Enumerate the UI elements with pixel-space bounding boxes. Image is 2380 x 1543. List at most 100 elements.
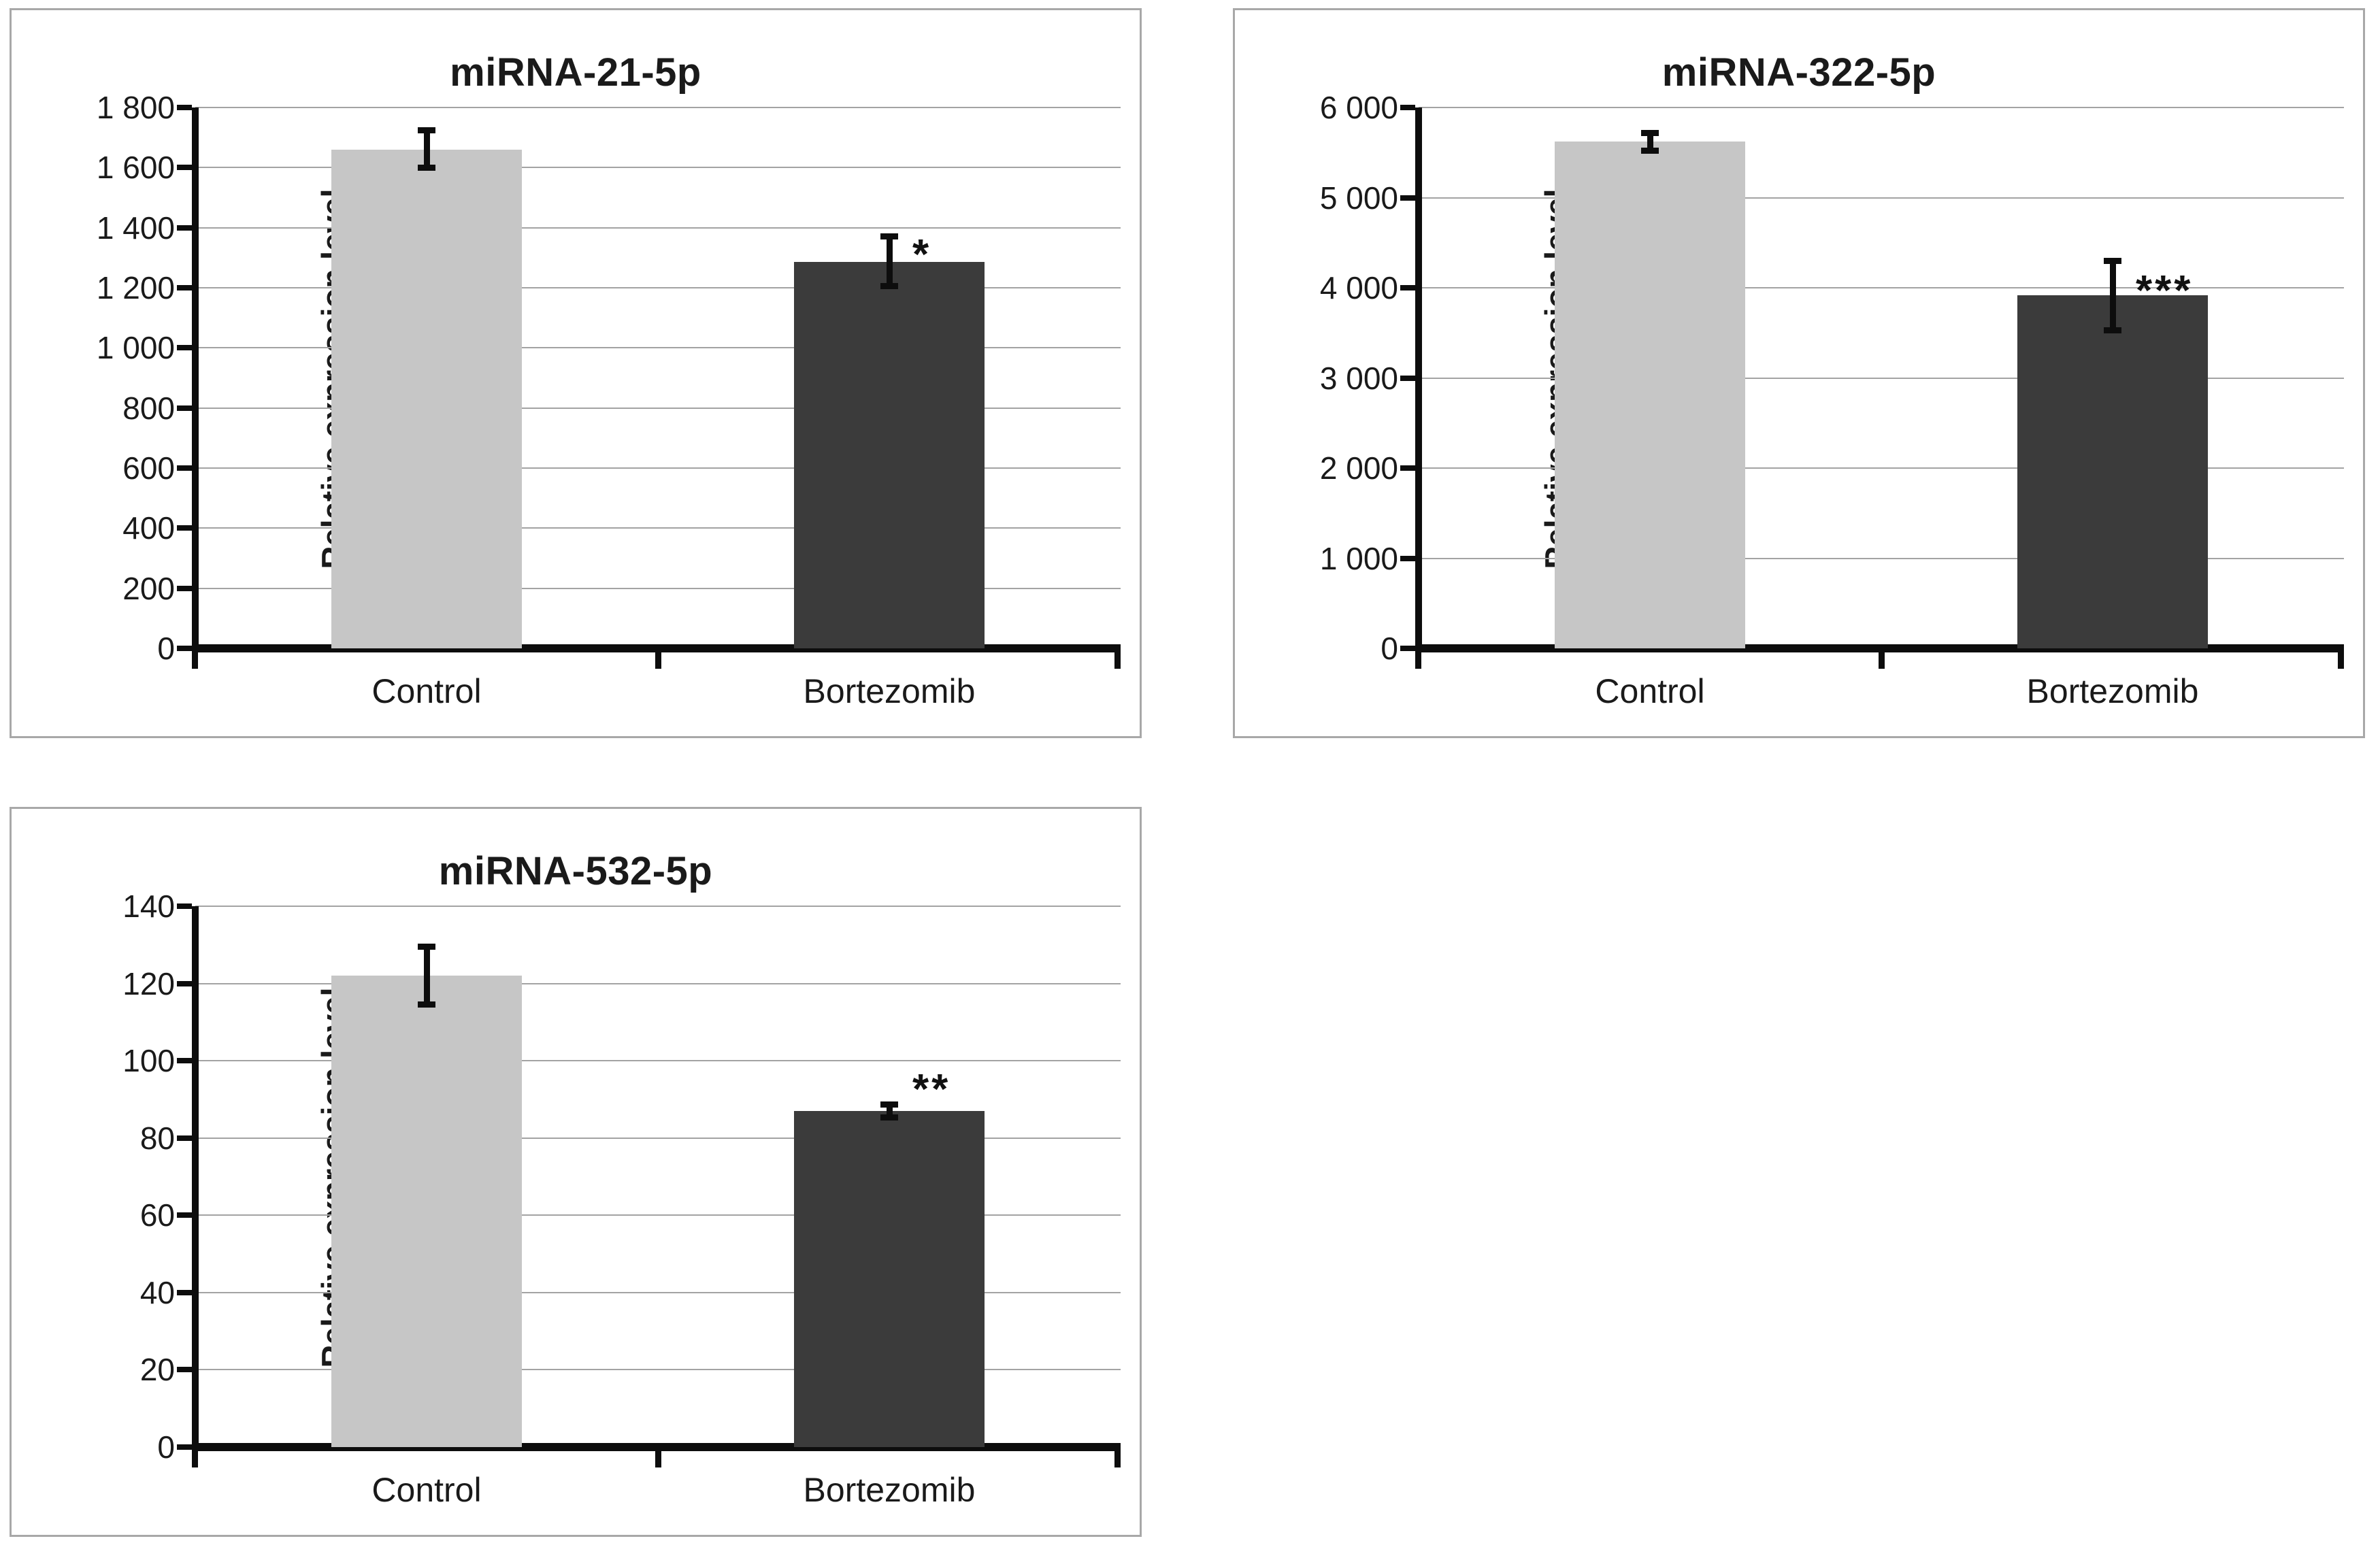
- y-tick-mark: [177, 285, 192, 291]
- y-tick-mark: [1400, 646, 1415, 651]
- error-bar-top-cap: [2104, 257, 2121, 264]
- y-tick-mark: [177, 1289, 192, 1295]
- gridline: [195, 1137, 1121, 1139]
- y-tick-label: 60: [139, 1197, 175, 1233]
- error-bar-bottom-cap: [418, 1001, 435, 1008]
- y-tick-label: 1 000: [96, 330, 175, 366]
- gridline: [195, 906, 1121, 907]
- chart-title: miRNA-322-5p: [1662, 50, 1936, 95]
- x-axis-boundary-tick: [655, 651, 661, 669]
- y-tick-label: 0: [157, 1429, 175, 1465]
- x-axis-boundary-tick: [1114, 651, 1121, 669]
- significance-asterisks: **: [912, 1066, 951, 1114]
- x-axis-boundary-tick: [2338, 651, 2344, 669]
- gridline: [195, 587, 1121, 589]
- y-tick-label: 20: [139, 1352, 175, 1388]
- error-bar: [1647, 133, 1653, 151]
- chart-title: miRNA-532-5p: [438, 849, 713, 893]
- bar-bortezomib: [794, 1110, 985, 1447]
- y-tick-label: 100: [122, 1043, 175, 1079]
- error-bar: [2109, 261, 2116, 331]
- gridline: [195, 527, 1121, 529]
- y-tick-mark: [177, 105, 192, 110]
- gridline: [1419, 557, 2344, 559]
- gridline: [195, 1291, 1121, 1293]
- y-tick-label: 140: [122, 889, 175, 924]
- y-tick-label: 40: [139, 1274, 175, 1310]
- y-tick-label: 400: [122, 510, 175, 546]
- chart-panel-mirna-21-5p: miRNA-21-5p Relative expression level 1 …: [10, 8, 1142, 738]
- y-tick-mark: [177, 405, 192, 411]
- y-tick-mark: [177, 465, 192, 471]
- error-bar-bottom-cap: [1641, 148, 1659, 154]
- chart-panel-mirna-322-5p: miRNA-322-5p Relative expression level 6…: [1233, 8, 2365, 738]
- significance-asterisks: ***: [2136, 267, 2194, 315]
- y-tick-mark: [1400, 195, 1415, 201]
- y-tick-label: 6 000: [1319, 90, 1398, 125]
- x-axis-boundary-tick: [1879, 651, 1885, 669]
- y-tick-mark: [1400, 285, 1415, 291]
- x-axis-boundary-tick: [1114, 1450, 1121, 1467]
- x-category-label: Control: [371, 1471, 482, 1509]
- y-tick-label: 1 000: [1319, 540, 1398, 576]
- gridline: [195, 107, 1121, 108]
- y-tick-mark: [177, 980, 192, 986]
- y-tick-label: 0: [157, 631, 175, 666]
- gridline: [195, 167, 1121, 169]
- y-tick-mark: [177, 165, 192, 171]
- y-tick-mark: [1400, 465, 1415, 471]
- y-tick-mark: [177, 646, 192, 651]
- y-tick-label: 1 200: [96, 270, 175, 305]
- y-tick-label: 1 800: [96, 90, 175, 125]
- y-axis-line: [192, 906, 199, 1451]
- bar-control: [331, 976, 522, 1447]
- x-category-label: Bortezomib: [803, 1471, 976, 1509]
- chart-panel-mirna-532-5p: miRNA-532-5p Relative expression level 1…: [10, 807, 1142, 1537]
- y-tick-label: 800: [122, 390, 175, 426]
- error-bar-top-cap: [880, 1101, 898, 1108]
- error-bar-bottom-cap: [880, 283, 898, 290]
- gridline: [195, 287, 1121, 288]
- y-tick-mark: [1400, 105, 1415, 110]
- y-tick-label: 4 000: [1319, 270, 1398, 305]
- gridline: [195, 1060, 1121, 1062]
- x-axis-boundary-tick: [655, 1450, 661, 1467]
- gridline: [195, 982, 1121, 984]
- y-tick-label: 1 600: [96, 150, 175, 186]
- y-axis-line: [1415, 107, 1422, 652]
- gridline: [195, 347, 1121, 349]
- y-tick-mark: [177, 585, 192, 591]
- significance-asterisks: *: [912, 231, 932, 278]
- x-category-label: Control: [371, 672, 482, 710]
- x-category-label: Control: [1595, 672, 1705, 710]
- gridline: [195, 1214, 1121, 1216]
- y-tick-label: 0: [1381, 631, 1398, 666]
- x-category-label: Bortezomib: [803, 672, 976, 710]
- bar-bortezomib: [794, 262, 985, 648]
- y-tick-label: 200: [122, 570, 175, 606]
- y-tick-mark: [1400, 375, 1415, 381]
- y-tick-label: 80: [139, 1120, 175, 1156]
- error-bar-top-cap: [418, 944, 435, 950]
- error-bar: [886, 1104, 893, 1118]
- gridline: [195, 407, 1121, 409]
- y-tick-label: 600: [122, 450, 175, 486]
- error-bar: [423, 946, 430, 1005]
- y-tick-mark: [177, 1212, 192, 1218]
- x-axis-boundary-tick: [1415, 651, 1421, 669]
- y-tick-mark: [177, 225, 192, 231]
- y-tick-mark: [177, 525, 192, 531]
- gridline: [1419, 377, 2344, 379]
- error-bar-top-cap: [418, 127, 435, 133]
- y-tick-mark: [177, 345, 192, 351]
- x-axis-boundary-tick: [192, 1450, 198, 1467]
- gridline: [1419, 287, 2344, 288]
- chart-title: miRNA-21-5p: [450, 50, 701, 95]
- gridline: [195, 467, 1121, 469]
- error-bar-bottom-cap: [2104, 327, 2121, 333]
- bar-bortezomib: [2017, 295, 2208, 648]
- error-bar-bottom-cap: [418, 164, 435, 171]
- y-tick-label: 3 000: [1319, 360, 1398, 396]
- gridline: [195, 1369, 1121, 1371]
